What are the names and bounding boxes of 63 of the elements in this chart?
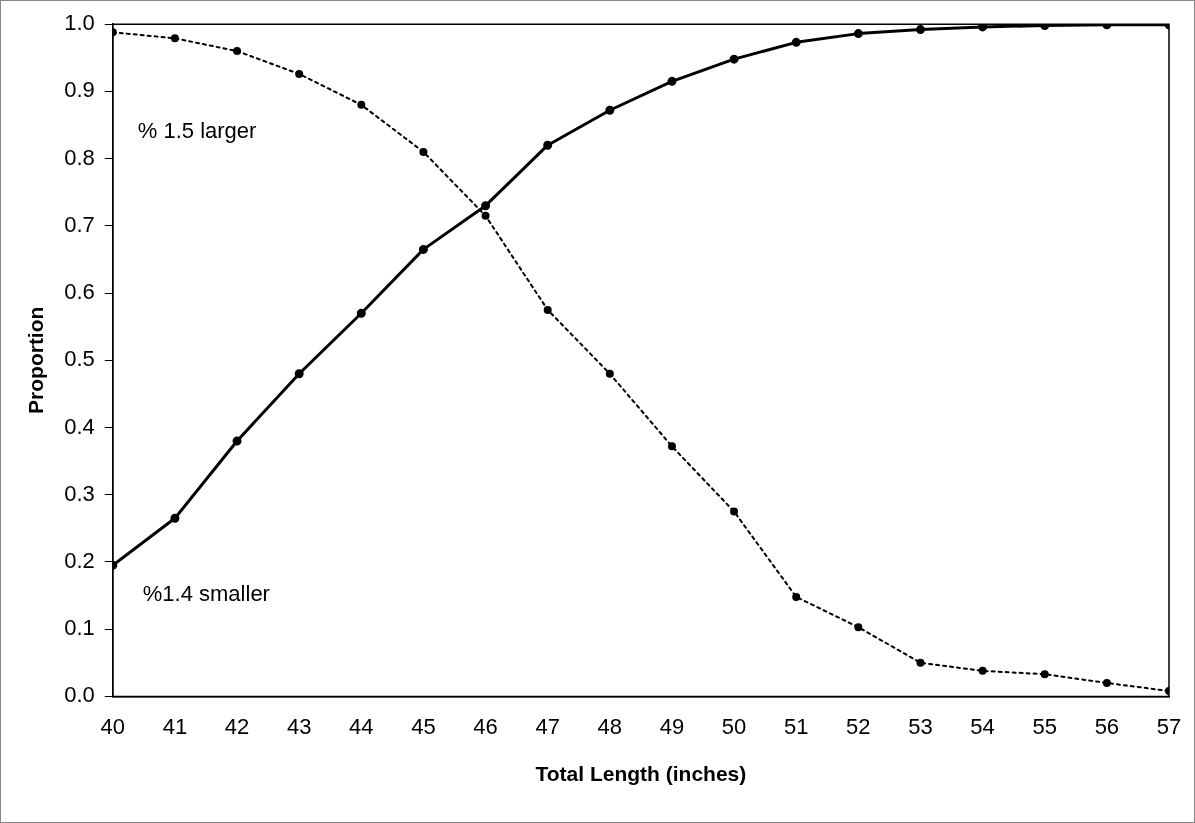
x-tick-label: 49 — [659, 713, 685, 739]
point — [792, 592, 801, 601]
y-tick-label: 0.2 — [64, 548, 95, 574]
y-tick-label: 0.6 — [64, 279, 95, 305]
x-tick-label: 47 — [535, 713, 560, 739]
point — [170, 34, 179, 43]
x-axis-title: Total Length (inches) — [535, 762, 747, 786]
point — [791, 37, 801, 47]
x-tick-label: 56 — [1094, 713, 1120, 739]
y-tick-label: 0.1 — [64, 615, 95, 641]
point — [481, 211, 490, 220]
point — [1040, 670, 1049, 679]
point — [170, 513, 180, 523]
x-tick-label: 48 — [597, 713, 623, 739]
x-tick-label: 50 — [721, 713, 747, 739]
y-tick-label: 1.0 — [64, 10, 95, 36]
y-tick-label: 0.7 — [64, 211, 95, 237]
x-tick-label: 52 — [846, 713, 871, 739]
text: % 1.5 larger — [137, 118, 257, 144]
y-tick-label: 0.8 — [64, 144, 95, 170]
x-tick-label: 46 — [473, 713, 498, 739]
point — [915, 25, 925, 35]
y-tick-label: 0.5 — [64, 346, 95, 372]
point — [294, 369, 304, 379]
point — [543, 140, 553, 150]
point — [418, 244, 428, 254]
x-tick-label: 45 — [411, 713, 436, 739]
point — [729, 54, 739, 64]
point — [605, 105, 615, 115]
point — [1102, 678, 1111, 687]
point — [853, 29, 863, 39]
point — [667, 442, 676, 451]
point — [356, 308, 366, 318]
point — [233, 47, 242, 56]
x-tick-label: 51 — [783, 713, 809, 739]
series-label: %1.4 smaller — [142, 581, 270, 607]
x-tick-label: 53 — [908, 713, 933, 739]
point — [854, 623, 863, 632]
point — [730, 507, 739, 516]
y-tick-label: 0.4 — [64, 413, 95, 439]
x-tick-label: 57 — [1156, 713, 1182, 739]
point — [978, 666, 987, 675]
y-tick-label: 0.3 — [64, 480, 95, 506]
y-tick-label: 0.0 — [64, 682, 95, 708]
point — [232, 436, 242, 446]
point — [357, 100, 366, 109]
x-tick-label: 41 — [162, 713, 188, 739]
point — [419, 147, 428, 156]
point — [667, 76, 677, 86]
point — [543, 305, 552, 314]
point — [978, 24, 988, 32]
point — [605, 369, 614, 378]
x-tick-label: 42 — [224, 713, 250, 739]
x-tick-label: 43 — [286, 713, 312, 739]
x-tick-label: 40 — [100, 713, 126, 739]
x-tick-label: 55 — [1032, 713, 1057, 739]
y-tick-label: 0.9 — [64, 77, 95, 103]
y-axis-title: Proportion — [24, 306, 48, 414]
point — [481, 201, 491, 211]
x-tick-label: 44 — [349, 713, 374, 739]
x-tick-label: 54 — [970, 713, 995, 739]
point — [916, 658, 925, 667]
point — [295, 69, 304, 78]
